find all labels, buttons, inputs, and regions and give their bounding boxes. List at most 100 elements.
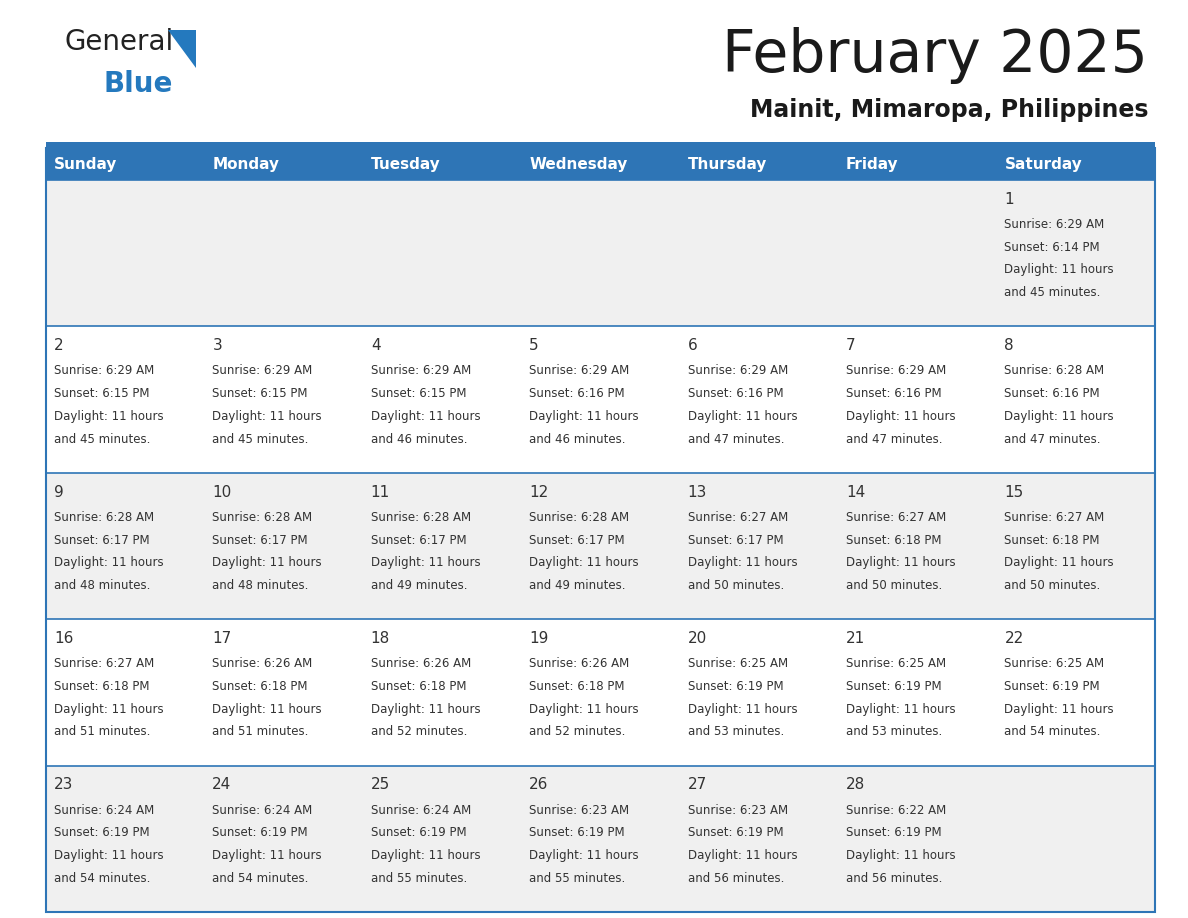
Text: Sunset: 6:17 PM: Sunset: 6:17 PM — [371, 533, 467, 546]
Text: and 47 minutes.: and 47 minutes. — [688, 432, 784, 445]
Text: 18: 18 — [371, 631, 390, 646]
Text: Daylight: 11 hours: Daylight: 11 hours — [529, 556, 639, 569]
Bar — [362, 473, 522, 620]
Bar — [362, 148, 522, 180]
Bar — [839, 766, 997, 912]
Text: and 55 minutes.: and 55 minutes. — [371, 872, 467, 885]
Text: Tuesday: Tuesday — [371, 156, 441, 172]
Text: and 52 minutes.: and 52 minutes. — [371, 725, 467, 738]
Text: Blue: Blue — [103, 70, 172, 98]
Text: February 2025: February 2025 — [722, 27, 1148, 84]
Text: and 51 minutes.: and 51 minutes. — [213, 725, 309, 738]
Text: and 53 minutes.: and 53 minutes. — [688, 725, 784, 738]
Text: Sunrise: 6:25 AM: Sunrise: 6:25 AM — [688, 657, 788, 670]
Text: and 53 minutes.: and 53 minutes. — [846, 725, 942, 738]
Text: Sunrise: 6:25 AM: Sunrise: 6:25 AM — [846, 657, 946, 670]
Bar — [839, 473, 997, 620]
Text: and 56 minutes.: and 56 minutes. — [688, 872, 784, 885]
Text: 8: 8 — [1005, 338, 1015, 353]
Text: and 50 minutes.: and 50 minutes. — [1005, 579, 1101, 592]
Text: 9: 9 — [53, 485, 64, 499]
Text: Daylight: 11 hours: Daylight: 11 hours — [688, 409, 797, 423]
Text: Sunset: 6:19 PM: Sunset: 6:19 PM — [846, 680, 942, 693]
Text: Sunrise: 6:29 AM: Sunrise: 6:29 AM — [1005, 218, 1105, 231]
Text: Sunset: 6:19 PM: Sunset: 6:19 PM — [688, 826, 783, 839]
Text: 3: 3 — [213, 338, 222, 353]
Text: Sunset: 6:17 PM: Sunset: 6:17 PM — [688, 533, 783, 546]
Text: and 48 minutes.: and 48 minutes. — [213, 579, 309, 592]
Bar — [522, 473, 680, 620]
Text: Sunset: 6:19 PM: Sunset: 6:19 PM — [213, 826, 308, 839]
Text: 17: 17 — [213, 631, 232, 646]
Text: and 50 minutes.: and 50 minutes. — [688, 579, 784, 592]
Text: Daylight: 11 hours: Daylight: 11 hours — [1005, 409, 1114, 423]
Text: 5: 5 — [529, 338, 539, 353]
Bar — [46, 142, 1155, 148]
Bar — [680, 148, 839, 180]
Text: Sunset: 6:18 PM: Sunset: 6:18 PM — [213, 680, 308, 693]
Text: Daylight: 11 hours: Daylight: 11 hours — [213, 409, 322, 423]
Text: 13: 13 — [688, 485, 707, 499]
Text: Sunrise: 6:27 AM: Sunrise: 6:27 AM — [1005, 510, 1105, 524]
Text: Daylight: 11 hours: Daylight: 11 hours — [846, 849, 955, 862]
Text: Daylight: 11 hours: Daylight: 11 hours — [846, 556, 955, 569]
Bar — [522, 327, 680, 473]
Text: Sunrise: 6:29 AM: Sunrise: 6:29 AM — [213, 364, 312, 377]
Text: Sunset: 6:18 PM: Sunset: 6:18 PM — [846, 533, 942, 546]
Bar — [362, 180, 522, 327]
Text: Daylight: 11 hours: Daylight: 11 hours — [688, 702, 797, 716]
Bar — [522, 180, 680, 327]
Text: and 54 minutes.: and 54 minutes. — [213, 872, 309, 885]
Text: 28: 28 — [846, 778, 865, 792]
Bar — [997, 180, 1155, 327]
Text: Sunset: 6:19 PM: Sunset: 6:19 PM — [688, 680, 783, 693]
Text: 27: 27 — [688, 778, 707, 792]
Bar — [839, 180, 997, 327]
Text: and 49 minutes.: and 49 minutes. — [529, 579, 626, 592]
Text: Sunset: 6:17 PM: Sunset: 6:17 PM — [213, 533, 308, 546]
Text: Sunset: 6:15 PM: Sunset: 6:15 PM — [371, 387, 466, 400]
Text: Sunset: 6:16 PM: Sunset: 6:16 PM — [846, 387, 942, 400]
Text: Daylight: 11 hours: Daylight: 11 hours — [529, 849, 639, 862]
Text: Sunset: 6:19 PM: Sunset: 6:19 PM — [53, 826, 150, 839]
Text: Sunrise: 6:28 AM: Sunrise: 6:28 AM — [529, 510, 630, 524]
Text: Sunrise: 6:27 AM: Sunrise: 6:27 AM — [53, 657, 154, 670]
Text: Daylight: 11 hours: Daylight: 11 hours — [371, 556, 480, 569]
Text: and 45 minutes.: and 45 minutes. — [1005, 286, 1101, 299]
Text: Sunrise: 6:24 AM: Sunrise: 6:24 AM — [371, 803, 470, 817]
Text: Friday: Friday — [846, 156, 898, 172]
Bar — [839, 620, 997, 766]
Text: Daylight: 11 hours: Daylight: 11 hours — [53, 849, 164, 862]
Text: Sunrise: 6:29 AM: Sunrise: 6:29 AM — [53, 364, 154, 377]
Bar — [204, 180, 362, 327]
Text: Sunrise: 6:25 AM: Sunrise: 6:25 AM — [1005, 657, 1105, 670]
Bar — [997, 620, 1155, 766]
Text: Monday: Monday — [213, 156, 279, 172]
Text: Daylight: 11 hours: Daylight: 11 hours — [1005, 556, 1114, 569]
Text: Daylight: 11 hours: Daylight: 11 hours — [846, 702, 955, 716]
Bar — [522, 766, 680, 912]
Text: 26: 26 — [529, 778, 549, 792]
Text: Sunset: 6:19 PM: Sunset: 6:19 PM — [529, 826, 625, 839]
Text: Sunset: 6:18 PM: Sunset: 6:18 PM — [53, 680, 150, 693]
Text: 25: 25 — [371, 778, 390, 792]
Text: Sunset: 6:15 PM: Sunset: 6:15 PM — [53, 387, 150, 400]
Text: and 46 minutes.: and 46 minutes. — [371, 432, 467, 445]
Bar — [204, 620, 362, 766]
Text: Mainit, Mimaropa, Philippines: Mainit, Mimaropa, Philippines — [750, 98, 1148, 122]
Bar — [839, 148, 997, 180]
Text: 15: 15 — [1005, 485, 1024, 499]
Text: 1: 1 — [1005, 192, 1015, 207]
Text: Daylight: 11 hours: Daylight: 11 hours — [53, 409, 164, 423]
Text: Sunrise: 6:29 AM: Sunrise: 6:29 AM — [688, 364, 788, 377]
Bar — [839, 327, 997, 473]
Bar — [522, 620, 680, 766]
Text: 10: 10 — [213, 485, 232, 499]
Text: and 54 minutes.: and 54 minutes. — [1005, 725, 1101, 738]
Bar — [522, 148, 680, 180]
Text: Sunset: 6:19 PM: Sunset: 6:19 PM — [1005, 680, 1100, 693]
Text: and 50 minutes.: and 50 minutes. — [846, 579, 942, 592]
Text: and 49 minutes.: and 49 minutes. — [371, 579, 467, 592]
Text: Daylight: 11 hours: Daylight: 11 hours — [529, 702, 639, 716]
Text: and 55 minutes.: and 55 minutes. — [529, 872, 625, 885]
